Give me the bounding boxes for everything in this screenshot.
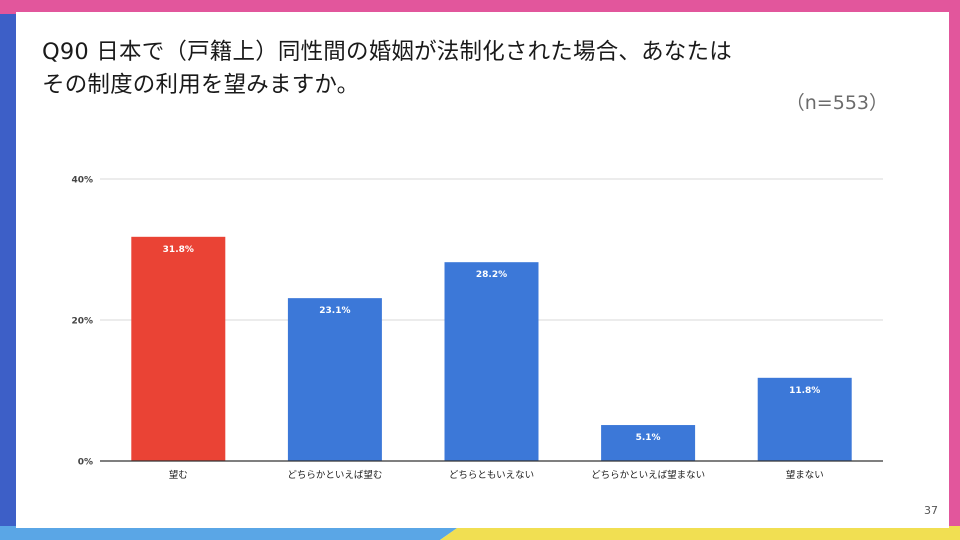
x-tick-label: 望まない [786,469,824,481]
bar [757,377,852,461]
data-label: 23.1% [319,306,350,316]
title-line-2: その制度の利用を望みますか。 [42,72,360,98]
frame-bottom-accent [440,526,960,540]
y-tick-label: 40% [71,176,93,186]
frame-bottom-band [0,526,460,540]
title-line-1: Q90 日本で（戸籍上）同性間の婚姻が法制化された場合、あなたは [42,39,732,65]
page-number: 37 [924,504,938,517]
bar [131,236,226,461]
data-label: 31.8% [163,245,194,255]
data-label: 5.1% [636,433,661,443]
page-title: Q90 日本で（戸籍上）同性間の婚姻が法制化された場合、あなたは その制度の利用… [42,36,862,102]
y-tick-label: 20% [71,317,93,327]
sample-size-label: （n=553） [785,92,888,114]
x-tick-label: どちらともいえない [449,470,534,481]
x-tick-label: 望む [169,469,188,481]
bar [444,262,539,461]
y-tick-label: 0% [78,458,93,468]
bar [601,425,696,461]
frame-top-band [0,0,960,14]
frame-left-band [0,0,18,540]
bar [287,298,382,461]
x-tick-label: どちらかといえば望まない [591,469,705,481]
frame-right-band [947,0,960,540]
x-tick-label: どちらかといえば望む [287,469,382,481]
data-label: 11.8% [789,386,820,396]
data-label: 28.2% [476,270,507,280]
